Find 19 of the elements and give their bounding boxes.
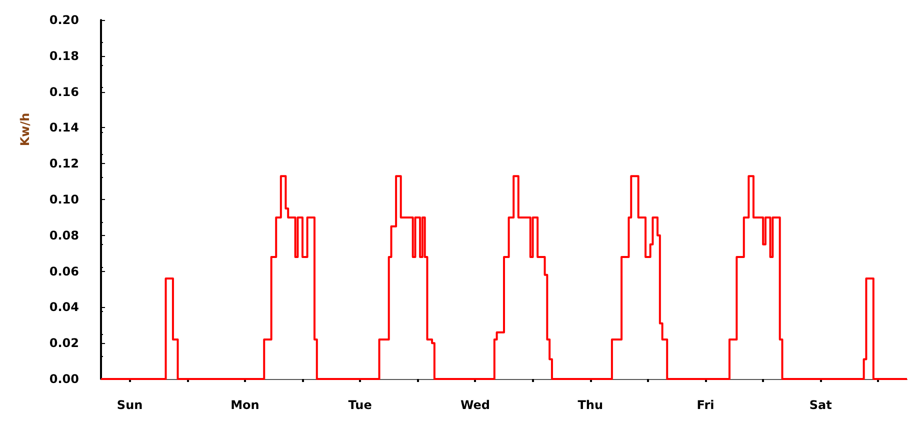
y-tick-label: 0.12 bbox=[49, 156, 79, 171]
x-tick-label: Thu bbox=[578, 398, 603, 412]
x-tick-label: Fri bbox=[696, 398, 714, 412]
y-tick-label: 0.16 bbox=[49, 84, 79, 99]
y-tick-label: 0.14 bbox=[49, 120, 79, 135]
x-tick-label: Mon bbox=[230, 398, 260, 412]
y-tick-label: 0.18 bbox=[49, 48, 79, 63]
x-tick-label: Tue bbox=[348, 398, 372, 412]
y-tick-label: 0.06 bbox=[49, 264, 79, 278]
x-tick-label: Sat bbox=[809, 398, 832, 412]
y-tick-label: 0.04 bbox=[49, 300, 79, 314]
y-tick-label: 0.02 bbox=[49, 336, 79, 350]
y-axis-title: Kw/h bbox=[18, 112, 32, 146]
x-tick-label: Sun bbox=[116, 398, 143, 412]
y-tick-label: 0.10 bbox=[49, 192, 79, 206]
y-tick-label: 0.20 bbox=[49, 13, 79, 27]
y-tick-label: 0.08 bbox=[49, 228, 79, 242]
x-tick-label: Wed bbox=[460, 398, 490, 412]
y-tick-label: 0.00 bbox=[49, 372, 79, 386]
